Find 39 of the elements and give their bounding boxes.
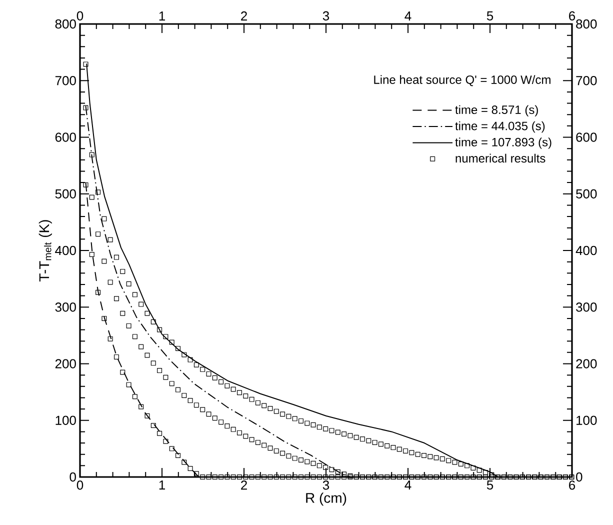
legend-label: numerical results xyxy=(456,154,546,163)
y2-tick-label: 700 xyxy=(576,76,597,86)
y2-tick-label: 500 xyxy=(576,189,597,198)
y-tick-label: 100 xyxy=(56,416,76,425)
y-tick-label: 0 xyxy=(70,472,76,482)
y-tick-label: 600 xyxy=(55,132,76,142)
y2-tick-label: 300 xyxy=(576,302,597,312)
x-tick-label: 3 xyxy=(322,480,330,490)
x2-tick-label: 5 xyxy=(486,11,494,20)
y-tick-label: 300 xyxy=(55,302,76,312)
y2-tick-label: 800 xyxy=(576,19,597,29)
legend-label: time = 8.571 (s) xyxy=(455,105,538,116)
y-tick-label: 200 xyxy=(55,359,76,368)
x2-tick-label: 6 xyxy=(569,11,576,20)
y2-tick-label: 0 xyxy=(576,472,582,482)
x2-tick-label: 3 xyxy=(322,11,330,20)
y-tick-label: 700 xyxy=(55,76,76,86)
y2-tick-label: 200 xyxy=(576,359,597,368)
y-tick-label: 400 xyxy=(55,246,76,256)
x-tick-label: 4 xyxy=(404,480,412,490)
x-tick-label: 5 xyxy=(486,480,494,490)
x-tick-label: 1 xyxy=(159,480,165,490)
x-axis-title: R (cm) xyxy=(306,492,346,506)
legend-label: time = 44.035 (s) xyxy=(455,121,545,133)
legend-label: time = 107.893 (s) xyxy=(455,138,552,149)
x-tick-label: 6 xyxy=(569,480,576,490)
x2-tick-label: 0 xyxy=(76,11,84,20)
y2-tick-label: 100 xyxy=(576,416,597,425)
y-axis-title: T-T$_{melt}$ (K) xyxy=(38,220,52,282)
x-tick-label: 0 xyxy=(76,480,84,490)
x2-tick-label: 1 xyxy=(159,12,165,20)
y2-tick-label: 600 xyxy=(576,132,597,142)
annotation: Line heat source Q' = 1000 W/cm xyxy=(374,75,550,86)
y-tick-label: 500 xyxy=(55,189,76,198)
x2-tick-label: 4 xyxy=(404,12,412,20)
x-tick-label: 2 xyxy=(241,480,247,490)
x2-tick-label: 2 xyxy=(241,11,247,20)
y-tick-label: 800 xyxy=(55,19,76,29)
y2-tick-label: 400 xyxy=(576,246,597,256)
